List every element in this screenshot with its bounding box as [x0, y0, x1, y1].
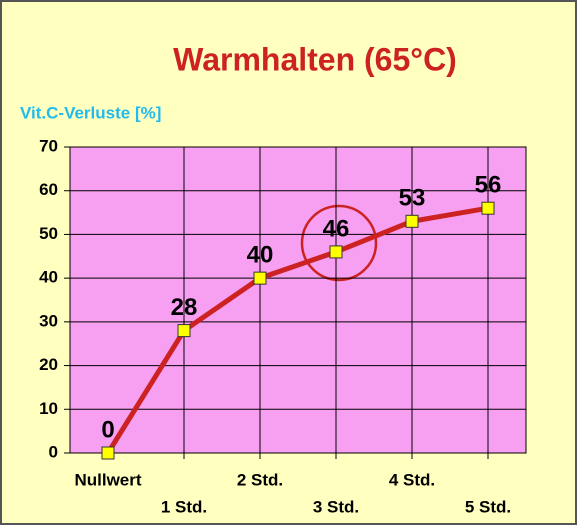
y-tick-label: 30 — [39, 311, 58, 330]
y-tick-label: 20 — [39, 355, 58, 374]
data-label: 46 — [323, 215, 350, 242]
x-tick-label: 2 Std. — [237, 470, 283, 489]
marker — [405, 214, 419, 228]
marker — [253, 271, 267, 285]
x-tick-label: 5 Std. — [465, 497, 511, 516]
data-label: 40 — [247, 241, 274, 268]
chart-title: Warmhalten (65°C) — [173, 41, 457, 77]
data-label: 0 — [101, 416, 114, 443]
y-tick-label: 10 — [39, 399, 58, 418]
data-label: 56 — [475, 172, 502, 199]
marker — [329, 245, 343, 259]
marker — [481, 201, 495, 215]
x-tick-label: Nullwert — [74, 470, 141, 489]
y-axis-label: Vit.C-Verluste [%] — [20, 103, 161, 122]
x-tick-label: 1 Std. — [161, 497, 207, 516]
y-tick-label: 0 — [49, 442, 58, 461]
x-tick-label: 4 Std. — [389, 470, 435, 489]
y-tick-label: 60 — [39, 180, 58, 199]
highlight-circle — [300, 204, 378, 282]
marker — [177, 324, 191, 338]
line — [105, 205, 489, 455]
data-label: 28 — [171, 294, 198, 321]
data-label: 53 — [399, 185, 426, 212]
marker — [101, 446, 115, 460]
y-tick-label: 50 — [39, 224, 58, 243]
y-tick-label: 40 — [39, 268, 58, 287]
x-tick-label: 3 Std. — [313, 497, 359, 516]
y-tick-label: 70 — [39, 136, 58, 155]
plot-area — [69, 146, 527, 454]
